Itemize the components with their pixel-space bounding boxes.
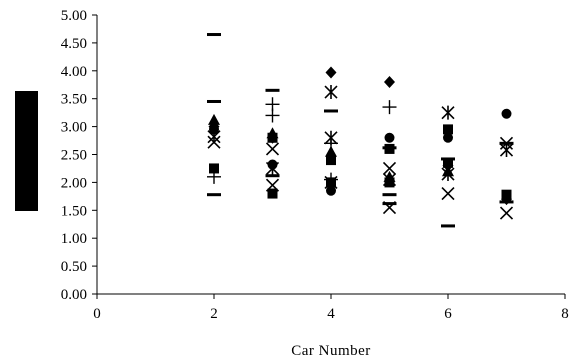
data-point-dash xyxy=(499,141,514,145)
x-axis-title: Car Number xyxy=(291,343,371,359)
data-point-asterisk xyxy=(441,167,455,182)
data-point-dash xyxy=(207,33,221,37)
y-tick-label: 4.50 xyxy=(61,36,87,52)
data-points xyxy=(207,33,514,228)
x-tick-label: 0 xyxy=(93,306,101,322)
y-tick-label: 0.00 xyxy=(61,287,87,303)
data-point-square xyxy=(326,155,336,166)
data-point-circle xyxy=(326,185,336,196)
data-point-asterisk xyxy=(499,143,514,158)
data-point-asterisk xyxy=(324,85,338,100)
data-point-dash xyxy=(382,146,397,150)
data-point-triangle xyxy=(266,127,279,139)
data-point-cross xyxy=(441,186,455,201)
y-tick-label: 4.00 xyxy=(61,64,87,80)
data-point-triangle xyxy=(208,113,220,125)
data-point-asterisk xyxy=(382,172,397,187)
data-point-square xyxy=(443,157,453,168)
data-point-square xyxy=(267,188,278,199)
data-point-dash xyxy=(499,200,514,204)
data-point-cross xyxy=(382,161,397,176)
data-point-circle xyxy=(501,108,512,119)
data-point-plus xyxy=(265,108,280,123)
data-point-circle xyxy=(384,132,395,143)
data-point-cross xyxy=(265,142,280,156)
data-point-dash xyxy=(207,193,221,197)
data-point-plus xyxy=(324,136,338,151)
x-tick-label: 2 xyxy=(210,306,218,322)
data-point-square xyxy=(209,163,219,174)
data-point-cross xyxy=(499,206,514,220)
data-point-plus xyxy=(324,172,338,187)
y-tick-label: 3.00 xyxy=(61,120,87,136)
data-point-triangle xyxy=(500,192,513,204)
data-point-dash xyxy=(265,88,280,92)
y-tick-label: 5.00 xyxy=(61,8,87,24)
y-tick-label: 1.00 xyxy=(61,231,87,247)
y-tick-label: 2.50 xyxy=(61,148,87,164)
data-point-plus xyxy=(207,169,221,184)
y-tick-label: 2.00 xyxy=(61,175,87,191)
x-tick-label: 6 xyxy=(444,306,452,322)
data-point-square xyxy=(443,124,453,135)
data-point-circle xyxy=(267,159,278,170)
x-tick-label: 4 xyxy=(327,306,335,322)
data-point-circle xyxy=(443,132,453,143)
data-point-triangle xyxy=(325,145,337,157)
data-point-dash xyxy=(382,202,397,206)
data-point-dash xyxy=(441,157,455,161)
y-tick-label: 0.50 xyxy=(61,259,87,275)
data-point-dash xyxy=(324,109,338,113)
data-point-diamond xyxy=(384,75,395,88)
data-point-cross xyxy=(265,178,280,192)
data-point-plus xyxy=(382,100,397,115)
data-point-dash xyxy=(265,174,280,178)
data-point-diamond xyxy=(325,66,337,79)
y-axis-label-block xyxy=(15,91,38,211)
data-point-dash xyxy=(382,193,397,197)
y-tick-label: 1.50 xyxy=(61,203,87,219)
y-axis-ticks: 0.00 0.50 1.00 1.50 2.00 2.50 3.00 3.50 4.00 4.50… xyxy=(61,8,97,303)
data-point-asterisk xyxy=(441,105,455,120)
x-tick-label: 8 xyxy=(561,306,569,322)
data-point-dash xyxy=(207,99,221,103)
data-point-dash xyxy=(441,224,455,228)
y-tick-label: 3.50 xyxy=(61,92,87,108)
x-axis-ticks: 0 2 4 6 8 xyxy=(93,294,569,322)
data-point-circle xyxy=(209,124,219,135)
